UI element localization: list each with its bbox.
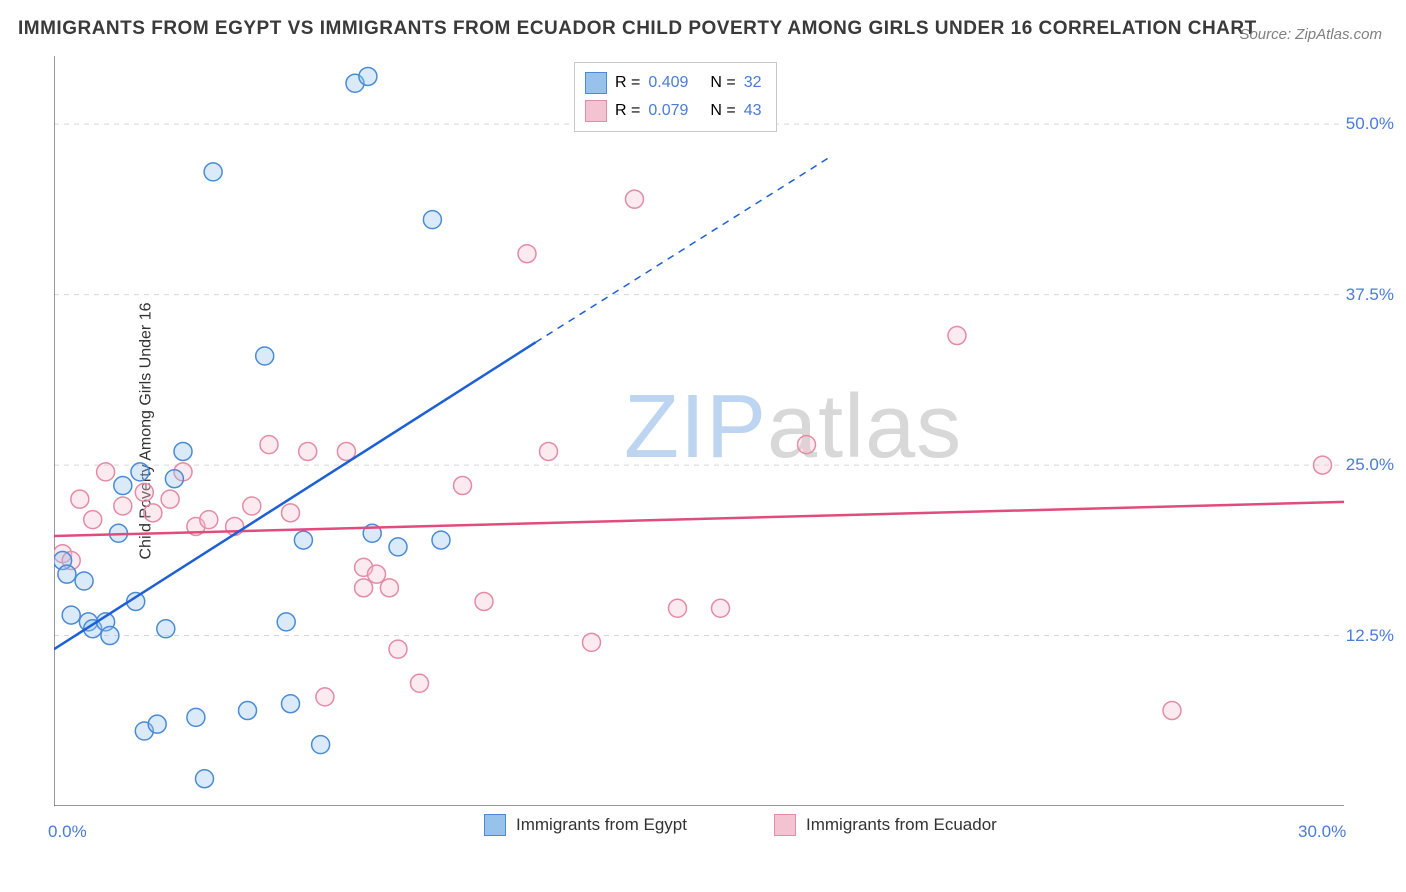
r-label: R = [615, 102, 640, 120]
x-tick-label: 0.0% [48, 822, 87, 842]
stats-legend: R = 0.409 N = 32 R = 0.079 N = 43 [574, 62, 777, 132]
n-label: N = [710, 74, 735, 92]
x-tick-label: 30.0% [1298, 822, 1346, 842]
r-value-egypt: 0.409 [648, 74, 688, 92]
plot-area [54, 56, 1344, 806]
n-label: N = [710, 102, 735, 120]
y-tick-label: 25.0% [1346, 455, 1394, 475]
chart-title: IMMIGRANTS FROM EGYPT VS IMMIGRANTS FROM… [18, 18, 1257, 40]
swatch-egypt [585, 72, 607, 94]
n-value-egypt: 32 [744, 74, 762, 92]
source-attribution: Source: ZipAtlas.com [1239, 26, 1382, 43]
y-tick-label: 12.5% [1346, 626, 1394, 646]
series-label-ecuador: Immigrants from Ecuador [806, 815, 997, 835]
stats-row-ecuador: R = 0.079 N = 43 [585, 97, 762, 125]
swatch-ecuador [585, 100, 607, 122]
n-value-ecuador: 43 [744, 102, 762, 120]
y-tick-label: 50.0% [1346, 114, 1394, 134]
r-value-ecuador: 0.079 [648, 102, 688, 120]
series-label-egypt: Immigrants from Egypt [516, 815, 687, 835]
scatter-chart: Child Poverty Among Girls Under 16 ZIPat… [54, 56, 1344, 806]
r-label: R = [615, 74, 640, 92]
bottom-legend-ecuador: Immigrants from Ecuador [774, 814, 997, 836]
y-tick-label: 37.5% [1346, 285, 1394, 305]
bottom-legend-egypt: Immigrants from Egypt [484, 814, 687, 836]
swatch-egypt-icon [484, 814, 506, 836]
stats-row-egypt: R = 0.409 N = 32 [585, 69, 762, 97]
swatch-ecuador-icon [774, 814, 796, 836]
